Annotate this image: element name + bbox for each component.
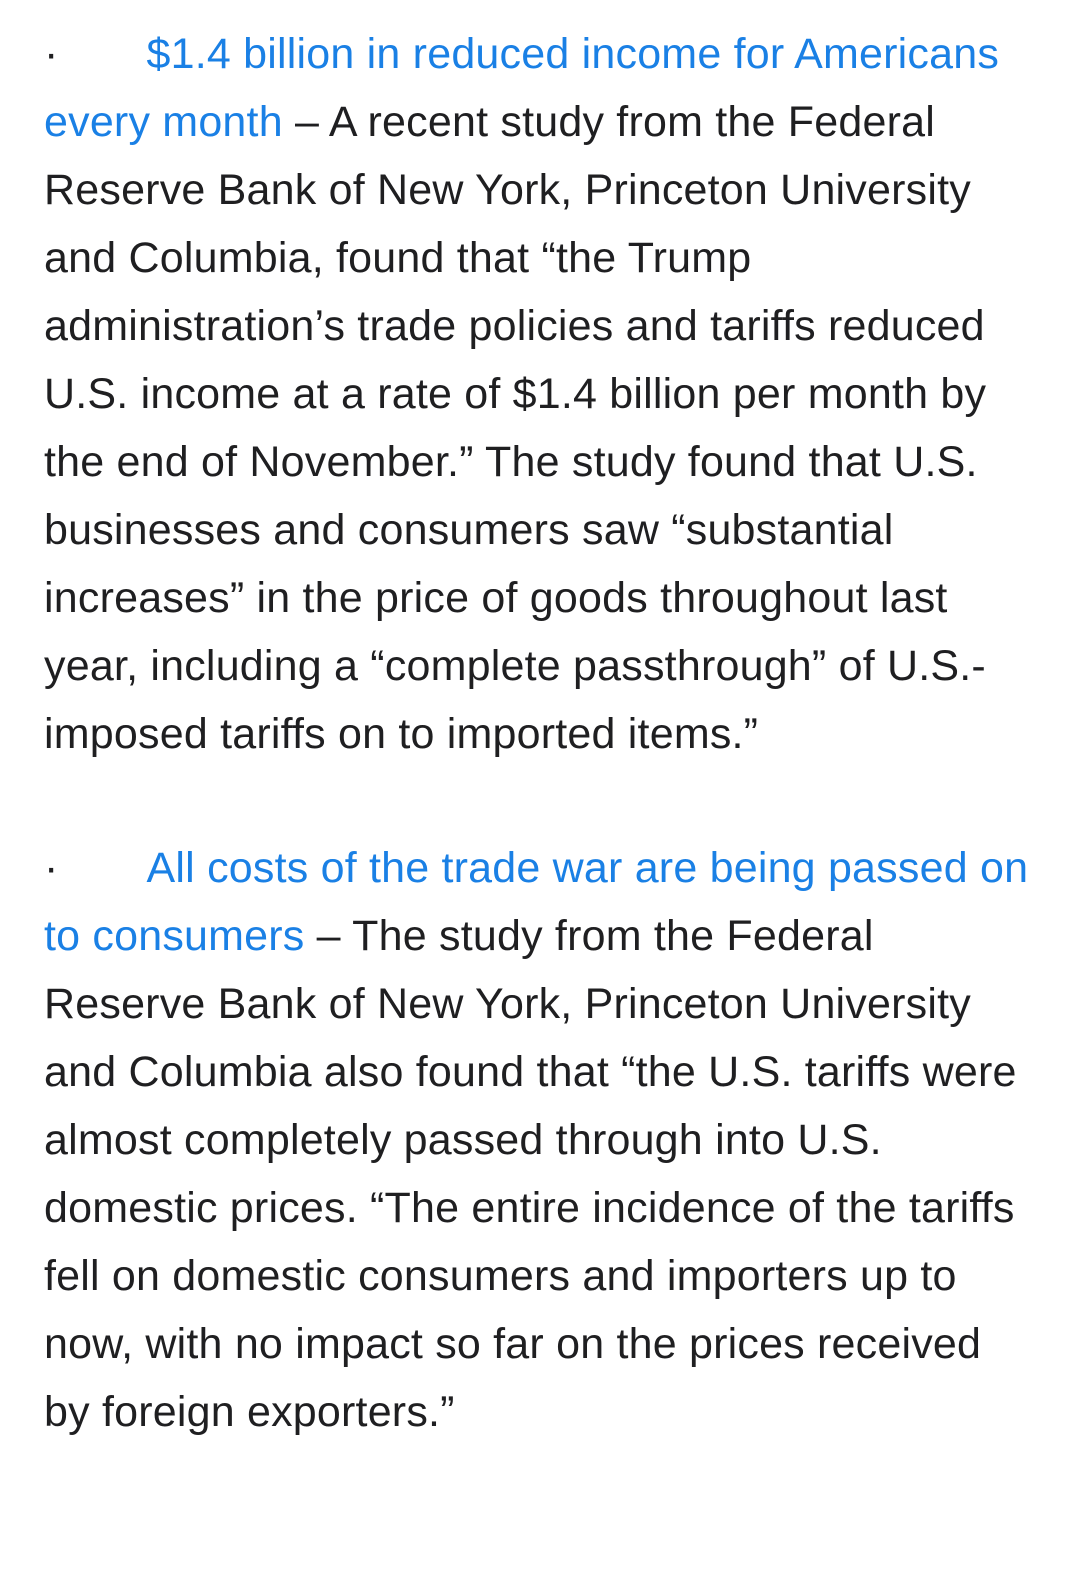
bullet-indent (59, 67, 147, 68)
bullet-item-trade-war-costs: · All costs of the trade war are being pa… (44, 834, 1039, 1446)
dash-separator: – (304, 912, 353, 960)
dash-separator: – (282, 98, 329, 146)
bullet-marker: · (44, 844, 59, 892)
body-text-trade-war-costs: The study from the Federal Reserve Bank … (44, 912, 1017, 1436)
body-text-reduced-income: A recent study from the Federal Reserve … (44, 98, 987, 758)
bullet-marker: · (44, 30, 59, 78)
article-body: · $1.4 billion in reduced income for Amer… (44, 20, 1039, 1446)
link-reduced-income[interactable]: $1.4 billion in reduced income for Ameri… (44, 30, 1000, 146)
bullet-item-reduced-income: · $1.4 billion in reduced income for Amer… (44, 20, 1039, 768)
bullet-indent (59, 881, 147, 882)
link-trade-war-costs[interactable]: All costs of the trade war are being pas… (44, 844, 1029, 960)
